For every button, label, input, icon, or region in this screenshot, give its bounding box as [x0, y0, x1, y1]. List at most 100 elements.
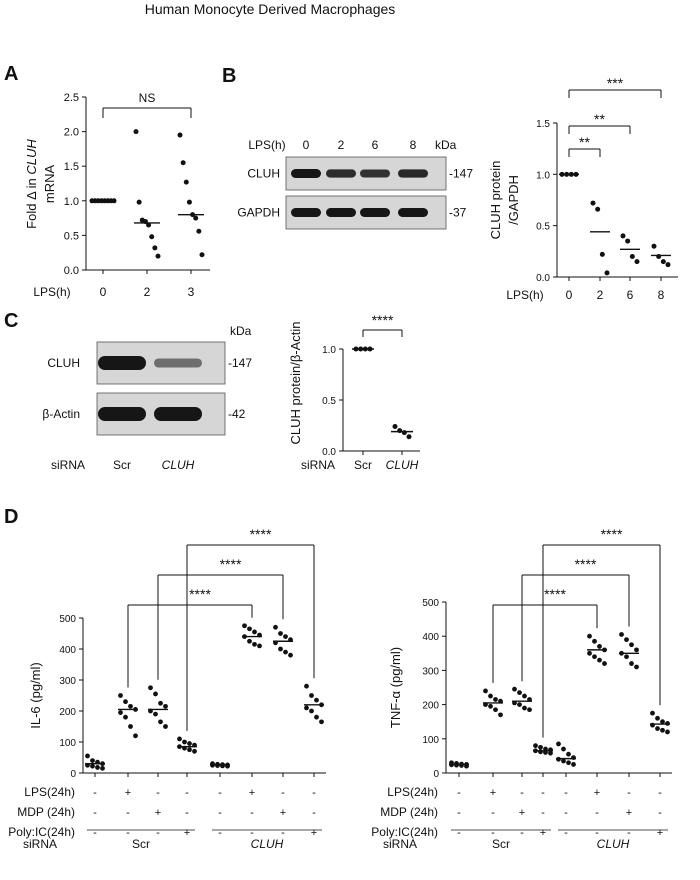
blot-footer-label: siRNA — [51, 458, 85, 472]
data-point — [133, 129, 139, 135]
data-point — [247, 638, 252, 644]
data-point — [655, 715, 660, 721]
panel-letter-c: C — [4, 310, 18, 332]
significance-label: **** — [189, 586, 211, 602]
y-axis-label: CLUH protein — [488, 161, 503, 240]
data-point — [252, 629, 257, 635]
data-point — [566, 751, 571, 757]
blot-band — [98, 356, 146, 370]
sirna-label: siRNA — [383, 837, 417, 851]
x-axis-label: LPS(h) — [506, 288, 543, 302]
treatment-sign: - — [281, 827, 285, 839]
blot-marker-label: -42 — [228, 407, 246, 421]
y-tick-label: 200 — [59, 707, 76, 718]
panel-letter-d: D — [4, 506, 18, 528]
blot-marker-label: -147 — [449, 167, 473, 181]
data-point — [187, 741, 192, 746]
data-point — [602, 661, 607, 666]
data-point — [309, 708, 314, 714]
data-point — [488, 693, 493, 699]
data-point — [651, 243, 657, 249]
treatment-label: MDP (24h) — [380, 805, 438, 819]
data-point — [625, 238, 631, 244]
y-tick-label: 500 — [59, 614, 76, 625]
treatment-sign: + — [657, 827, 663, 839]
data-point — [319, 719, 324, 725]
sirna-label: siRNA — [23, 837, 57, 851]
data-point — [278, 631, 283, 636]
x-tick-label: 8 — [658, 288, 665, 302]
data-point — [128, 724, 133, 729]
treatment-sign: + — [155, 807, 161, 819]
y-tick-label: 0.0 — [536, 273, 550, 284]
data-point — [587, 650, 592, 656]
data-point — [95, 765, 100, 770]
data-point — [177, 132, 183, 138]
data-point — [100, 765, 105, 771]
data-point — [401, 430, 407, 436]
data-point — [180, 160, 186, 166]
x-tick-label: 0 — [100, 285, 107, 299]
data-point — [314, 697, 319, 703]
data-point — [650, 710, 655, 716]
treatment-sign: + — [249, 787, 255, 799]
x-tick-label: 0 — [566, 288, 573, 302]
treatment-sign: - — [520, 787, 524, 799]
significance-label: **** — [575, 556, 597, 572]
treatment-sign: - — [185, 807, 189, 819]
data-point — [118, 693, 123, 698]
panel-c-chart: 0.0 0.5 1.0 siRNA Scr CLUH CLUH protein/β-Acti… — [288, 312, 420, 472]
blot-band — [326, 208, 356, 217]
y-axis-label: TNF-α (pg/ml) — [388, 647, 403, 728]
data-point — [128, 703, 133, 709]
panel-letter-b: B — [222, 65, 236, 87]
group-label: CLUH — [597, 837, 630, 851]
data-point — [660, 259, 666, 265]
data-point — [288, 652, 293, 658]
treatment-sign: - — [126, 827, 130, 839]
data-point — [314, 714, 319, 720]
data-point — [587, 633, 592, 639]
data-point — [90, 763, 95, 769]
data-point — [498, 712, 503, 718]
treatment-sign: + — [540, 827, 546, 839]
blot-lane-label: 0 — [303, 138, 310, 152]
treatment-sign: - — [185, 787, 189, 799]
y-tick-label: 0.0 — [322, 447, 336, 458]
data-point — [624, 654, 629, 660]
data-point — [123, 699, 128, 705]
blot-lane-label: 6 — [372, 138, 379, 152]
data-point — [397, 428, 403, 434]
data-point — [193, 215, 199, 221]
data-point — [660, 719, 665, 725]
data-point — [153, 691, 158, 697]
group-label: Scr — [492, 837, 510, 851]
panel-c-blot: kDa CLUH -147 β-Actin -42 siRNA Scr CLUH — [42, 324, 252, 472]
treatment-sign: - — [312, 807, 316, 819]
data-point — [304, 705, 309, 711]
data-point — [182, 739, 187, 745]
treatment-sign: - — [564, 787, 568, 799]
treatment-sign: - — [457, 807, 461, 819]
blot-band — [398, 169, 428, 178]
data-point — [273, 624, 278, 630]
significance-label: **** — [372, 312, 394, 328]
significance-label: **** — [544, 586, 566, 602]
blot-header-label: LPS(h) — [248, 138, 285, 152]
x-axis-label: siRNA — [301, 458, 335, 472]
blot-unit-label: kDa — [435, 138, 457, 152]
data-point — [665, 262, 671, 268]
data-point — [199, 252, 205, 258]
data-point — [146, 222, 152, 228]
data-point — [196, 228, 202, 234]
y-tick-label: 2.5 — [64, 92, 79, 104]
y-tick-label: 300 — [422, 666, 439, 677]
data-point — [153, 711, 158, 717]
group-label: Scr — [132, 837, 150, 851]
y-tick-label: 1.5 — [64, 161, 79, 173]
treatment-sign: - — [595, 807, 599, 819]
data-point — [488, 703, 493, 709]
data-point — [158, 719, 163, 725]
data-point — [149, 234, 155, 240]
data-point — [595, 206, 601, 212]
